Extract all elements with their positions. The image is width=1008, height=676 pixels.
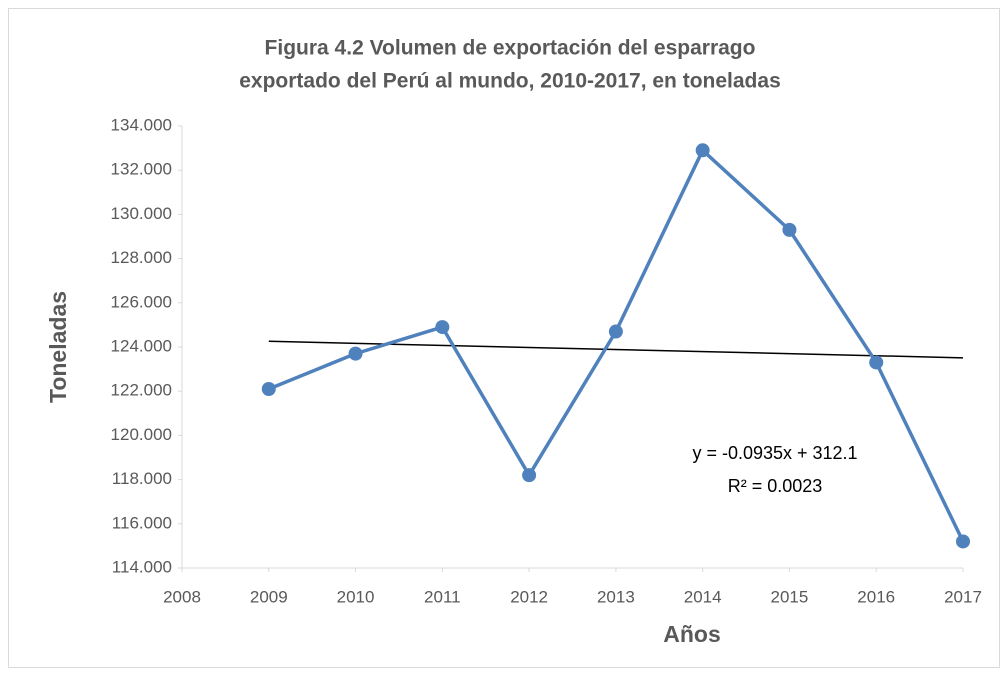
y-tick-label: 128.000 xyxy=(111,248,172,267)
y-tick-label: 120.000 xyxy=(111,425,172,444)
y-tick-label: 118.000 xyxy=(112,469,172,488)
point xyxy=(522,468,537,483)
y-tick-label: 114.000 xyxy=(112,557,172,576)
y-tick-label: 116.000 xyxy=(112,513,172,532)
chart-title: Figura 4.2 Volumen de exportación del es… xyxy=(265,37,756,60)
point xyxy=(782,222,797,237)
x-tick-label: 2009 xyxy=(250,587,288,606)
point xyxy=(695,143,710,158)
x-tick-label: 2015 xyxy=(771,587,809,606)
point xyxy=(435,320,450,335)
y-tick-label: 132.000 xyxy=(111,160,172,179)
chart-title: exportado del Perú al mundo, 2010-2017, … xyxy=(239,70,781,93)
y-tick-label: 134.000 xyxy=(111,115,172,134)
point xyxy=(261,381,276,396)
x-tick-label: 2012 xyxy=(510,587,548,606)
y-tick-label: 122.000 xyxy=(111,381,172,400)
point xyxy=(348,346,363,361)
point xyxy=(608,324,623,339)
y-tick-label: 126.000 xyxy=(111,292,172,311)
y-tick-label: 124.000 xyxy=(111,336,172,355)
y-tick-label: 130.000 xyxy=(111,204,172,223)
trend-equation: y = -0.0935x + 312.1 xyxy=(692,443,857,463)
x-tick-label: 2011 xyxy=(424,587,461,606)
y-axis-title: Toneladas xyxy=(45,291,71,403)
x-tick-label: 2008 xyxy=(163,587,201,606)
point xyxy=(956,534,970,549)
trend-r2: R² = 0.0023 xyxy=(728,476,823,496)
x-tick-label: 2013 xyxy=(597,587,635,606)
x-axis-title: Años xyxy=(663,621,721,647)
x-tick-label: 2017 xyxy=(944,587,982,606)
x-tick-label: 2010 xyxy=(337,587,375,606)
x-tick-label: 2016 xyxy=(857,587,895,606)
x-tick-label: 2014 xyxy=(684,587,722,606)
point xyxy=(869,355,884,370)
chart-border xyxy=(8,8,1000,668)
